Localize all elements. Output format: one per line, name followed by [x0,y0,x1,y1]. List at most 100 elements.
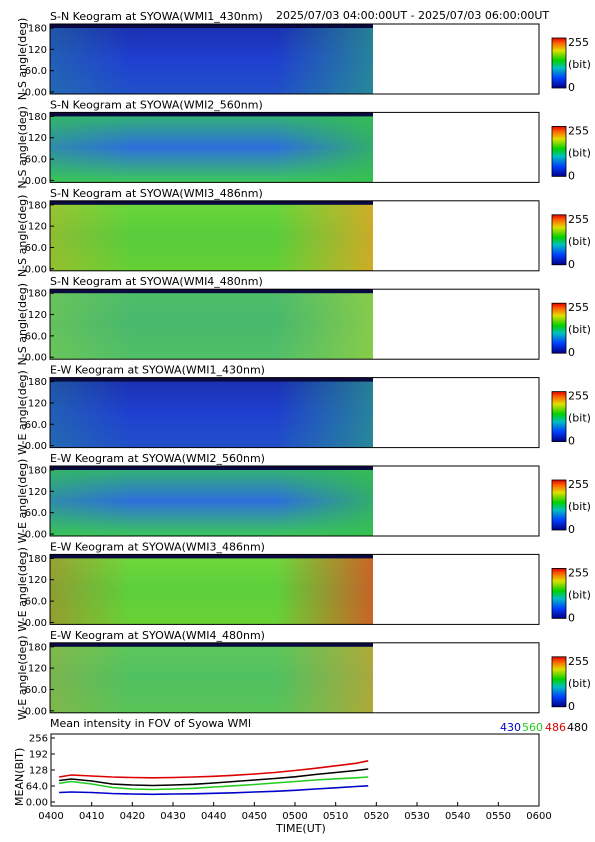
colorbar-max-label: 255 [568,301,589,314]
mean-legend: 430 560 486 480 [500,721,588,734]
colorbar-unit-label: (bit) [568,588,591,601]
panel-frame [49,23,540,95]
y-tick-label: 120 [28,398,47,409]
y-tick-label: 180 [28,289,47,300]
y-tick-label: 180 [28,200,47,211]
keogram-top-edge [50,466,373,470]
y-tick-label: 0.00 [25,88,47,99]
y-tick-label: 0.00 [25,441,47,452]
keogram-top-edge [50,24,373,28]
colorbar-min-label: 0 [568,435,575,448]
colorbar [551,126,567,177]
panel-y-axis-label: W-E angle(deg) [16,547,29,632]
keogram-panel: E-W Keogram at SYOWA(WMI1_430nm) W-E angl… [16,364,591,455]
y-tick-label: 0.00 [25,264,47,275]
time-range-header: 2025/07/03 04:00:00UT - 2025/07/03 06:00… [276,9,549,22]
colorbar [551,656,567,708]
colorbar-max-label: 255 [568,213,589,226]
panel-title: S-N Keogram at SYOWA(WMI2_560nm) [50,98,263,111]
panel-y-axis-label: W-E angle(deg) [16,459,29,544]
colorbar-min-label: 0 [568,346,575,359]
x-tick-label: 0550 [486,811,511,822]
y-tick-label: 120 [28,45,47,56]
keogram-panels: S-N Keogram at SYOWA(WMI1_430nm) N-S angl… [16,10,591,720]
keogram-dawn-overlay [50,466,373,536]
y-tick-label: 180 [28,24,47,35]
colorbar [551,479,567,531]
y-tick-label: 60.0 [25,685,47,696]
mean-y-axis-label: MEAN(BIT) [13,748,26,806]
panel-title: S-N Keogram at SYOWA(WMI4_480nm) [50,275,263,288]
panel-title: E-W Keogram at SYOWA(WMI3_486nm) [50,540,265,553]
panel-frame [49,377,540,449]
colorbar-unit-label: (bit) [568,146,591,159]
mean-x-axis-label: TIME(UT) [275,822,326,835]
keogram-panel: S-N Keogram at SYOWA(WMI2_560nm) N-S angl… [16,98,591,188]
y-tick-label: 256 [29,734,48,745]
panel-title: S-N Keogram at SYOWA(WMI3_486nm) [50,187,263,200]
legend-label-560: 560 [522,721,543,734]
y-tick-label: 120 [28,487,47,498]
colorbar-unit-label: (bit) [568,500,591,513]
colorbar [551,391,567,443]
panel-frame [49,288,540,360]
y-tick-label: 0.00 [26,798,48,809]
y-tick-label: 120 [28,133,47,144]
keogram-panel: E-W Keogram at SYOWA(WMI4_480nm) W-E angl… [16,629,591,720]
x-tick-label: 0500 [282,811,307,822]
keogram-top-edge [50,289,373,294]
colorbar-unit-label: (bit) [568,58,591,71]
colorbar-min-label: 0 [568,611,575,624]
colorbar [551,568,567,619]
series-line-560 [58,776,369,791]
panel-frame [49,465,540,537]
y-tick-label: 180 [28,112,47,123]
panel-title: S-N Keogram at SYOWA(WMI1_430nm) [50,10,263,23]
x-tick-label: 0540 [445,811,470,822]
y-tick-label: 60.0 [25,331,47,342]
colorbar-max-label: 255 [568,36,589,49]
colorbar-unit-label: (bit) [568,235,591,248]
y-tick-label: 0.00 [25,353,47,364]
keogram-top-edge [50,554,373,559]
y-tick-label: 60.0 [25,155,47,166]
panel-y-axis-label: W-E angle(deg) [16,370,29,455]
y-tick-label: 60.0 [25,508,47,519]
panel-y-axis-label: N-S angle(deg) [16,18,29,101]
y-tick-label: 60.0 [25,243,47,254]
x-tick-label: 0410 [79,811,104,822]
y-tick-label: 180 [28,377,47,388]
panel-frame [49,111,540,183]
panel-y-axis-label: N-S angle(deg) [16,195,29,278]
y-tick-label: 120 [28,222,47,233]
y-tick-label: 0.00 [25,176,47,187]
keogram-dawn-overlay [50,554,373,625]
x-tick-label: 0520 [364,811,389,822]
legend-label-480: 480 [567,721,588,734]
colorbar-min-label: 0 [568,81,575,94]
colorbar [551,37,567,89]
y-tick-label: 60.0 [25,66,47,77]
colorbar [551,302,567,354]
keogram-dawn-overlay [50,200,373,271]
y-tick-label: 0.00 [25,530,47,541]
panel-y-axis-label: W-E angle(deg) [16,635,29,720]
keogram-dawn-overlay [50,289,373,360]
y-tick-label: 180 [28,642,47,653]
panel-frame [49,200,540,272]
keogram-dawn-overlay [50,642,373,713]
keogram-dawn-overlay [50,112,373,183]
colorbar-unit-label: (bit) [568,412,591,425]
colorbar-max-label: 255 [568,655,589,668]
legend-label-430: 430 [500,721,521,734]
colorbar-min-label: 0 [568,169,575,182]
panel-frame [49,553,540,625]
panel-title: E-W Keogram at SYOWA(WMI1_430nm) [50,364,265,377]
keogram-panel: E-W Keogram at SYOWA(WMI2_560nm) W-E angl… [16,452,591,543]
y-tick-label: 120 [28,664,47,675]
y-tick-label: 192 [29,750,48,761]
colorbar-unit-label: (bit) [568,677,591,690]
series-line-430 [59,785,369,796]
y-tick-label: 180 [28,554,47,565]
x-tick-label: 0440 [201,811,226,822]
